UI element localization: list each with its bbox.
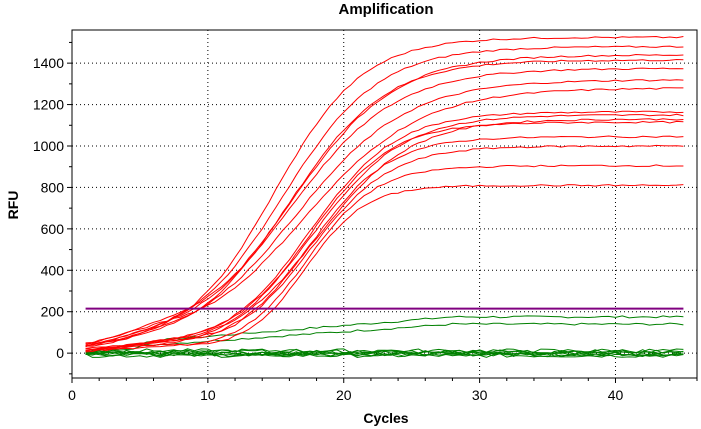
positive-curve-15 [85,184,684,351]
positive-curves [85,35,684,353]
x-tick-label-10: 10 [200,387,216,403]
y-tick-labels: 0 200 400 600 800 1000 1200 1400 [33,55,64,361]
positive-curve-7 [85,87,684,344]
y-axis-title: RFU [5,191,21,220]
negative-curve-1 [85,315,684,354]
chart-title: Amplification [338,1,433,18]
negative-curve-5 [85,350,684,356]
positive-curve-3 [85,53,684,348]
axis-ticks [67,41,698,383]
positive-curve-8 [85,110,684,351]
negative-curves [85,315,684,359]
positive-curve-2 [85,45,684,346]
y-tick-label-200: 200 [41,304,65,320]
y-tick-label-600: 600 [41,221,65,237]
x-tick-label-20: 20 [336,387,352,403]
negative-curve-10 [85,351,684,356]
x-tick-label-30: 30 [472,387,488,403]
positive-curve-13 [85,144,684,352]
y-tick-label-0: 0 [56,345,64,361]
y-tick-label-1200: 1200 [33,97,64,113]
negative-curve-9 [85,348,684,354]
plot-area-border [71,29,698,379]
y-tick-label-400: 400 [41,262,65,278]
positive-curve-9 [85,113,684,350]
y-tick-label-1000: 1000 [33,138,64,154]
positive-curve-4 [85,58,684,346]
grid-lines [72,30,697,378]
positive-curve-5 [85,67,684,344]
x-tick-label-40: 40 [608,387,624,403]
x-tick-label-0: 0 [68,387,76,403]
y-tick-label-800: 800 [41,179,65,195]
x-tick-labels: 0 10 20 30 40 [68,387,623,403]
positive-curve-1 [85,35,684,347]
positive-curve-6 [85,79,684,348]
x-axis-title: Cycles [363,410,408,426]
negative-curve-2 [85,322,684,356]
y-tick-label-1400: 1400 [33,55,64,71]
positive-curve-10 [85,118,684,351]
